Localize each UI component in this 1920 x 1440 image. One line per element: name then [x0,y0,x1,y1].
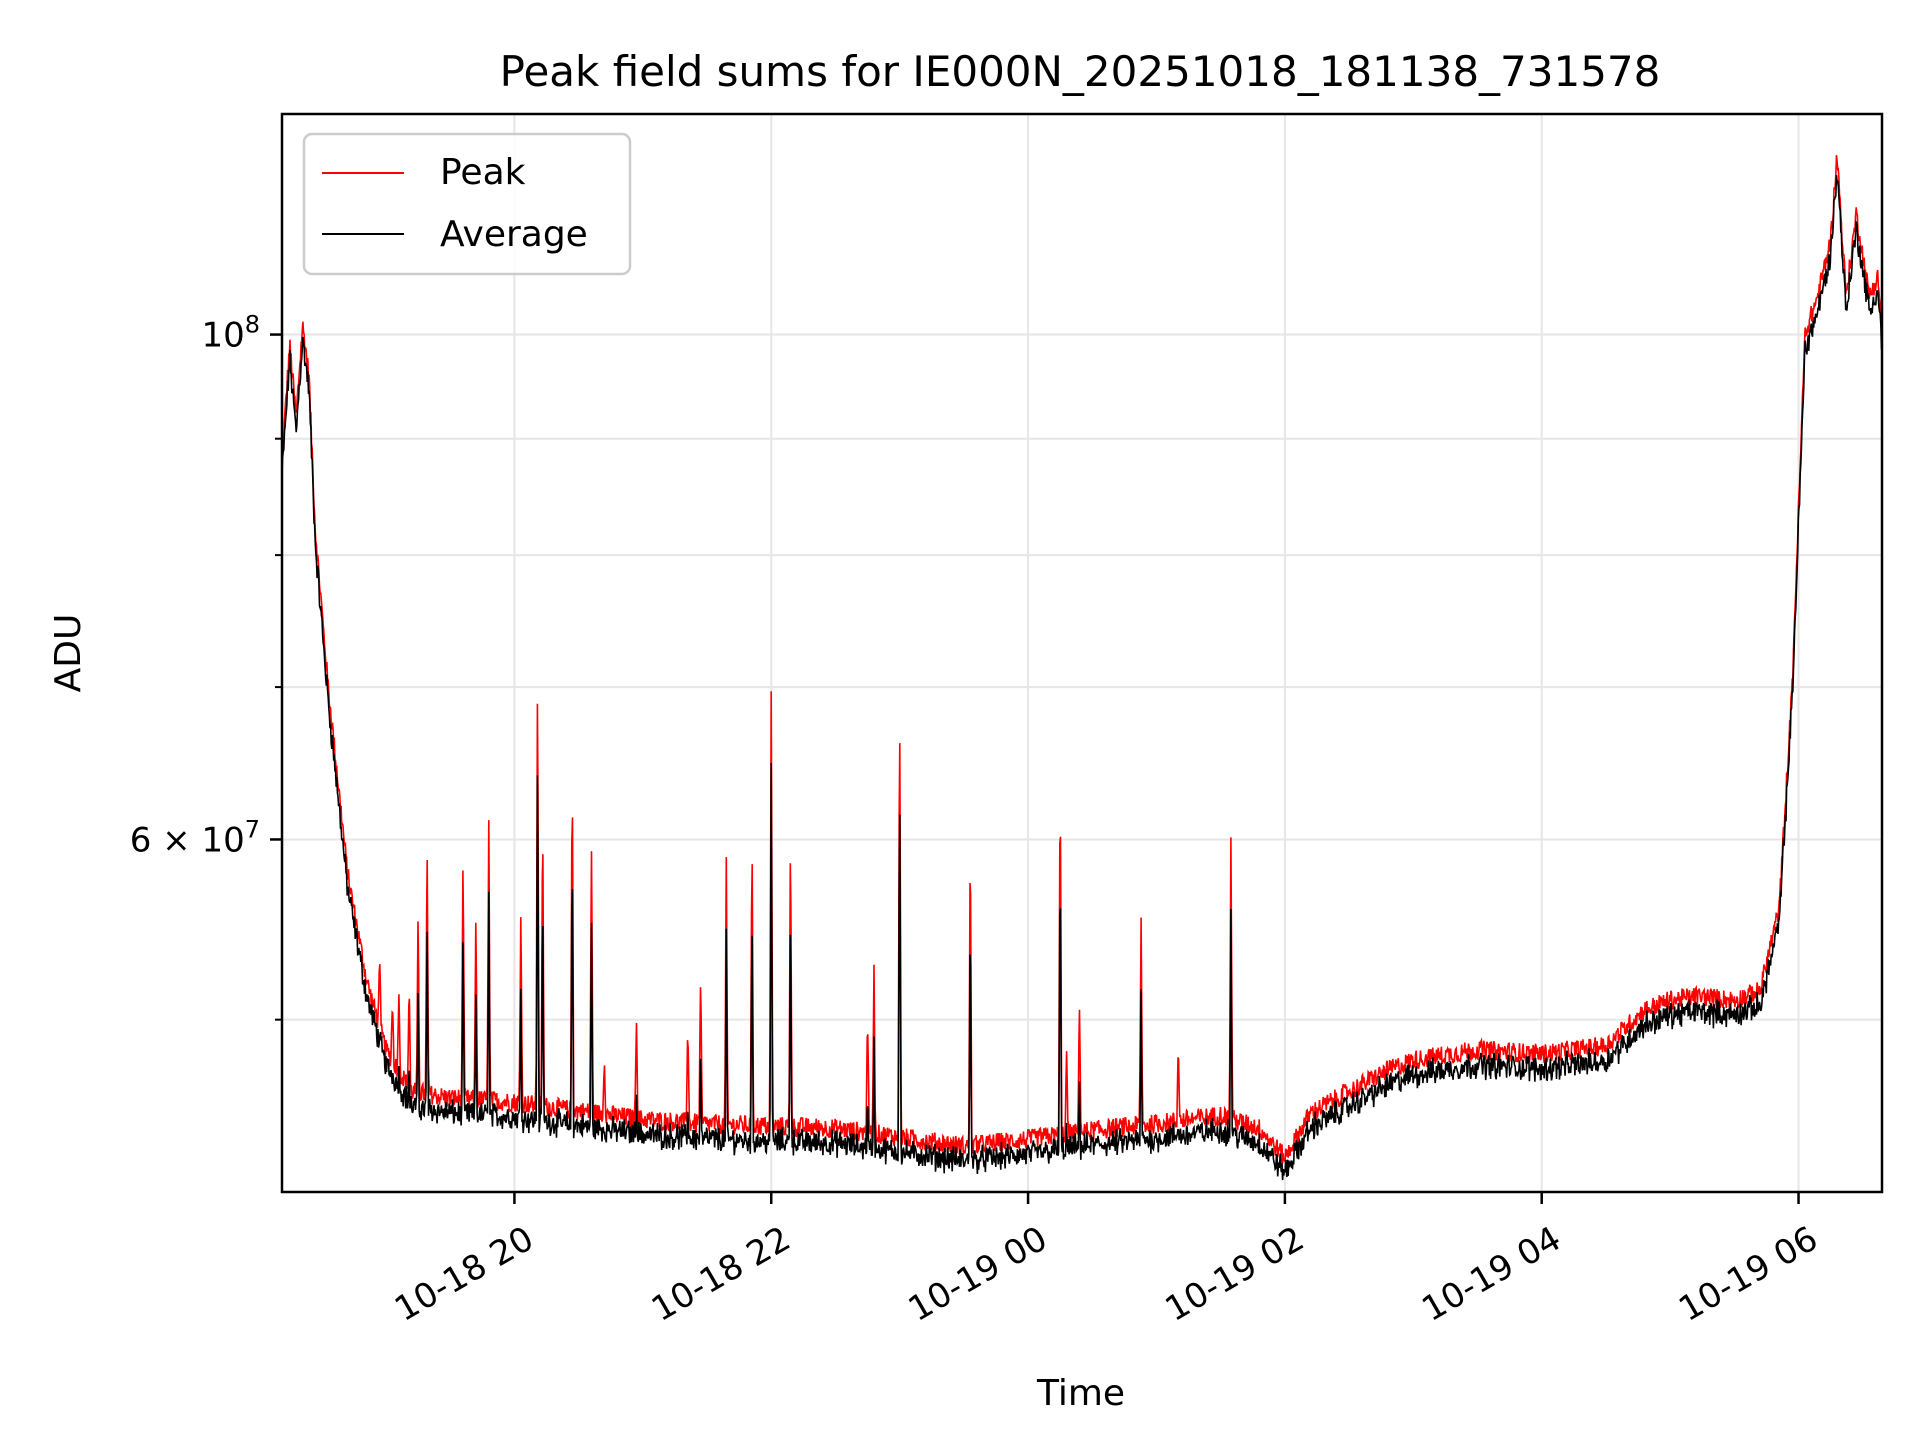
plot-frame [280,112,1884,1194]
legend: Peak Average [302,132,632,276]
legend-box [302,132,632,276]
series-line-average [282,175,1882,1181]
series-layer [282,155,1882,1181]
y-tick-label: 108 [201,311,260,356]
grid [282,114,1882,1192]
x-axis-title: Time [1036,1373,1125,1414]
y-tick-label: 6 × 107 [130,815,260,860]
chart-title: Peak field sums for IE000N_20251018_1811… [500,47,1661,96]
series-line-peak [282,155,1882,1164]
y-axis-title: ADU [48,614,89,693]
legend-label-peak: Peak [440,152,526,193]
legend-label-average: Average [440,214,588,255]
